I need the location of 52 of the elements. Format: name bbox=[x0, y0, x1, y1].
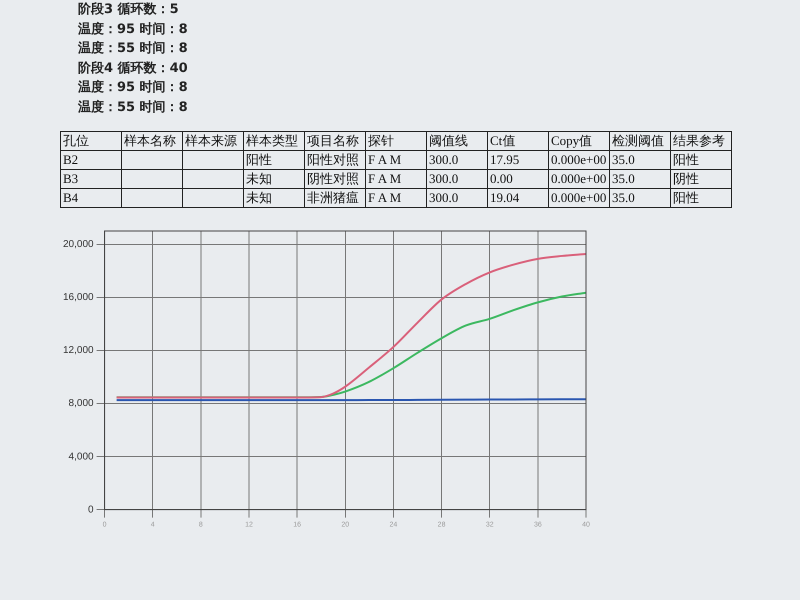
text: 温度：95 时间：8 bbox=[78, 78, 189, 97]
category-label: 探针 bbox=[366, 132, 426, 150]
line-series bbox=[116, 252, 586, 398]
text: 19.04 bbox=[488, 188, 548, 208]
text: 阳性对照 bbox=[304, 150, 366, 170]
category-label: 结果参考 bbox=[670, 132, 732, 150]
text: 阴性对照 bbox=[304, 170, 366, 188]
y-tick-label: 16,000 bbox=[62, 292, 94, 304]
text: 阶段3 循环数：5 bbox=[78, 1, 180, 19]
text: 温度：55 时间：8 bbox=[78, 40, 189, 58]
text: 阳性 bbox=[244, 150, 304, 170]
text: 温度：55 时间：8 bbox=[78, 98, 189, 116]
text: F A M bbox=[366, 150, 426, 170]
text: 温度：95 时间：8 bbox=[78, 20, 189, 38]
text: 阴性 bbox=[670, 170, 732, 188]
text: 阳性 bbox=[670, 150, 732, 170]
text: 阳性 bbox=[670, 188, 732, 208]
category-label: 样本名称 bbox=[122, 132, 182, 150]
text: 非洲猪瘟 bbox=[304, 188, 366, 208]
category-label: 阈值线 bbox=[426, 132, 488, 150]
y-tick-label: 0 bbox=[88, 504, 94, 516]
text: B2 bbox=[60, 150, 122, 170]
text: 未知 bbox=[244, 188, 304, 208]
text: 35.0 bbox=[610, 188, 670, 208]
text: F A M bbox=[366, 170, 426, 188]
text: 未知 bbox=[244, 170, 304, 188]
text: 35.0 bbox=[610, 170, 670, 188]
category-label: 样本来源 bbox=[182, 132, 244, 150]
category-label: 检测阈值 bbox=[610, 132, 670, 150]
y-tick-label: 8,000 bbox=[68, 398, 94, 410]
text: 阶段4 循环数：40 bbox=[78, 60, 189, 78]
text: 0.000e+00 bbox=[548, 150, 610, 170]
text: 0.000e+00 bbox=[548, 170, 610, 188]
text: F A M bbox=[366, 188, 426, 208]
category-label: 孔位 bbox=[60, 132, 122, 150]
text: 0.00 bbox=[488, 170, 548, 188]
category-label: Ct值 bbox=[488, 132, 548, 150]
y-tick-label: 20,000 bbox=[62, 239, 94, 250]
text: 0.000e+00 bbox=[548, 188, 610, 208]
text: 17.95 bbox=[488, 150, 548, 170]
text: 300.0 bbox=[426, 150, 488, 170]
text: B3 bbox=[60, 170, 122, 188]
text: 300.0 bbox=[426, 188, 488, 208]
text: 300.0 bbox=[426, 170, 488, 188]
text: 35.0 bbox=[610, 150, 670, 170]
line-series bbox=[116, 292, 586, 398]
y-tick-label: 12,000 bbox=[62, 345, 94, 356]
y-tick-label: 4,000 bbox=[68, 451, 94, 462]
category-label: 项目名称 bbox=[304, 132, 366, 150]
category-label: 样本类型 bbox=[244, 132, 304, 150]
category-label: Copy值 bbox=[548, 132, 610, 150]
text: B4 bbox=[60, 188, 122, 208]
